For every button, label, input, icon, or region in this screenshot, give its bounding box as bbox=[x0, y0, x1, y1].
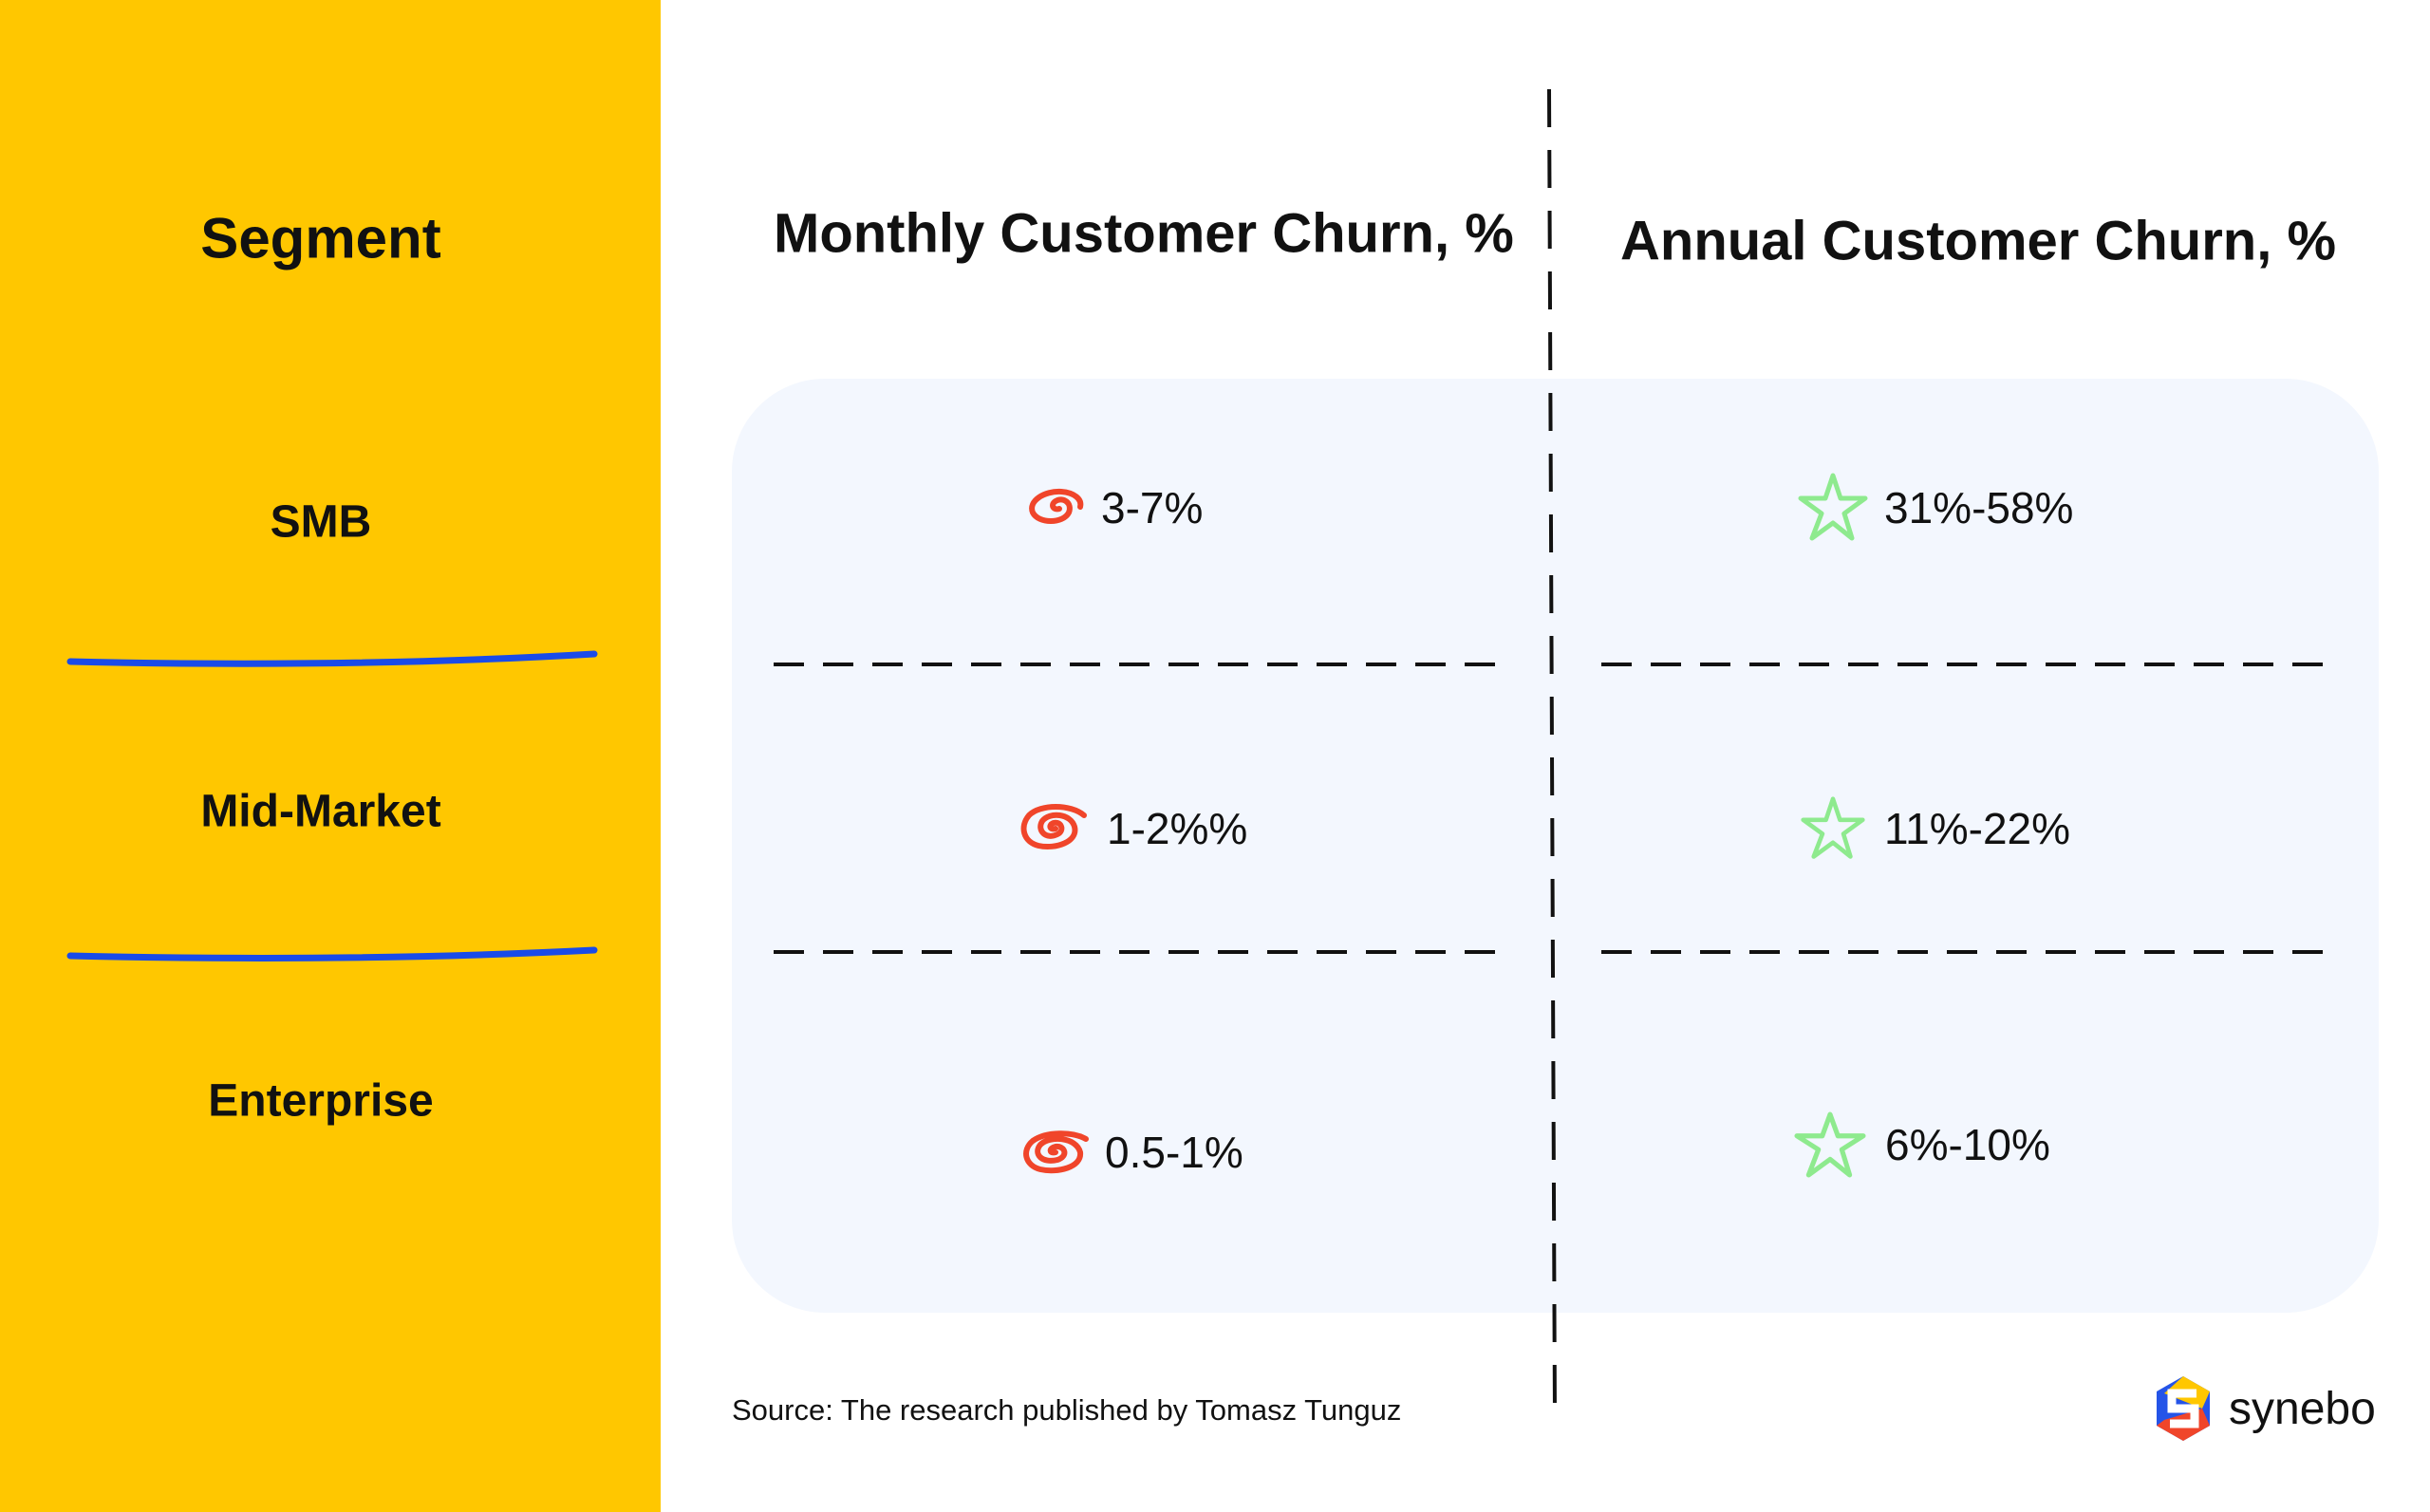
segment-divider bbox=[66, 946, 598, 961]
annual-smb: 31%-58% bbox=[1797, 472, 2073, 544]
monthly-value: 1-2%% bbox=[1107, 804, 1248, 853]
star-icon bbox=[1801, 796, 1865, 859]
monthly-churn-header: Monthly Customer Churn, % bbox=[774, 202, 1514, 265]
segment-divider bbox=[66, 650, 598, 667]
spiral-icon bbox=[1023, 1130, 1089, 1174]
star-icon bbox=[1794, 1111, 1866, 1178]
star-icon bbox=[1798, 473, 1868, 541]
source-note: Source: The research published by Tomasz… bbox=[732, 1393, 1402, 1427]
brand-name: synebo bbox=[2229, 1383, 2376, 1434]
synebo-logo: synebo bbox=[2155, 1374, 2376, 1443]
monthly-smb: 3-7% bbox=[1025, 482, 1203, 533]
spiral-icon bbox=[1029, 488, 1084, 524]
segment-sidebar bbox=[0, 0, 661, 1512]
annual-value: 11%-22% bbox=[1884, 804, 2071, 853]
monthly-value: 3-7% bbox=[1101, 483, 1204, 532]
annual-mid-market: 11%-22% bbox=[1797, 795, 2070, 862]
annual-enterprise: 6%-10% bbox=[1790, 1111, 2050, 1179]
spiral-icon bbox=[1020, 804, 1087, 849]
segment-header: Segment bbox=[200, 206, 441, 271]
annual-value: 6%-10% bbox=[1885, 1120, 2050, 1169]
annual-value: 31%-58% bbox=[1884, 483, 2074, 532]
segment-enterprise: Enterprise bbox=[208, 1075, 434, 1127]
monthly-enterprise: 0.5-1% bbox=[1019, 1127, 1243, 1178]
annual-churn-header: Annual Customer Churn, % bbox=[1620, 210, 2337, 272]
segment-smb: SMB bbox=[270, 496, 372, 548]
monthly-mid-market: 1-2%% bbox=[1018, 802, 1247, 855]
monthly-value: 0.5-1% bbox=[1105, 1128, 1243, 1177]
synebo-logo-icon bbox=[2157, 1376, 2210, 1441]
segment-mid-market: Mid-Market bbox=[200, 786, 441, 837]
